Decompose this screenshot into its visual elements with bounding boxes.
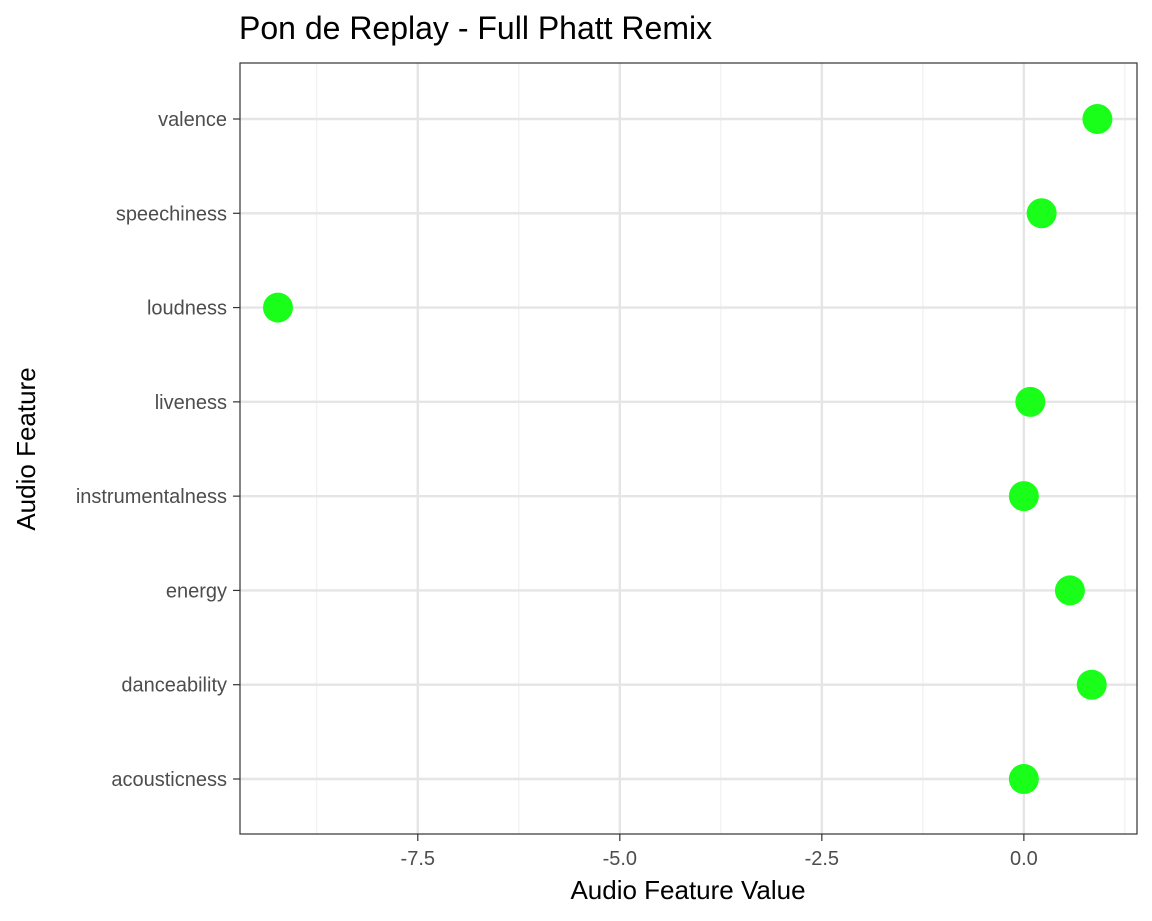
data-point-energy	[1054, 575, 1085, 606]
x-tick-label: -5.0	[603, 848, 637, 870]
chart-title: Pon de Replay - Full Phatt Remix	[239, 10, 712, 46]
x-axis-title: Audio Feature Value	[570, 875, 805, 905]
data-point-instrumentalness	[1008, 481, 1039, 512]
data-point-valence	[1082, 104, 1113, 134]
data-point-acousticness	[1008, 764, 1039, 794]
axis-layer: acousticness danceability energy instrument…	[76, 109, 1038, 870]
points-layer	[262, 104, 1113, 794]
y-tick-label-speechiness: speechiness	[116, 203, 227, 225]
y-tick-label-loudness: loudness	[147, 298, 227, 320]
data-point-speechiness	[1026, 198, 1057, 229]
y-tick-label-acousticness: acousticness	[111, 769, 227, 791]
data-point-danceability	[1076, 669, 1107, 700]
grid-layer	[240, 63, 1137, 834]
y-tick-label-liveness: liveness	[155, 392, 227, 414]
panel-border	[239, 62, 1138, 835]
y-tick-label-danceability: danceability	[121, 675, 227, 697]
x-tick-label: -7.5	[401, 848, 435, 870]
y-tick-label-instrumentalness: instrumentalness	[76, 486, 227, 508]
y-axis-title: Audio Feature	[11, 367, 41, 530]
data-point-loudness	[262, 292, 293, 323]
x-tick-label: 0.0	[1010, 848, 1038, 870]
data-point-liveness	[1015, 386, 1046, 417]
x-tick-label: -2.5	[805, 848, 839, 870]
y-tick-label-energy: energy	[166, 580, 227, 602]
y-tick-label-valence: valence	[158, 109, 227, 131]
